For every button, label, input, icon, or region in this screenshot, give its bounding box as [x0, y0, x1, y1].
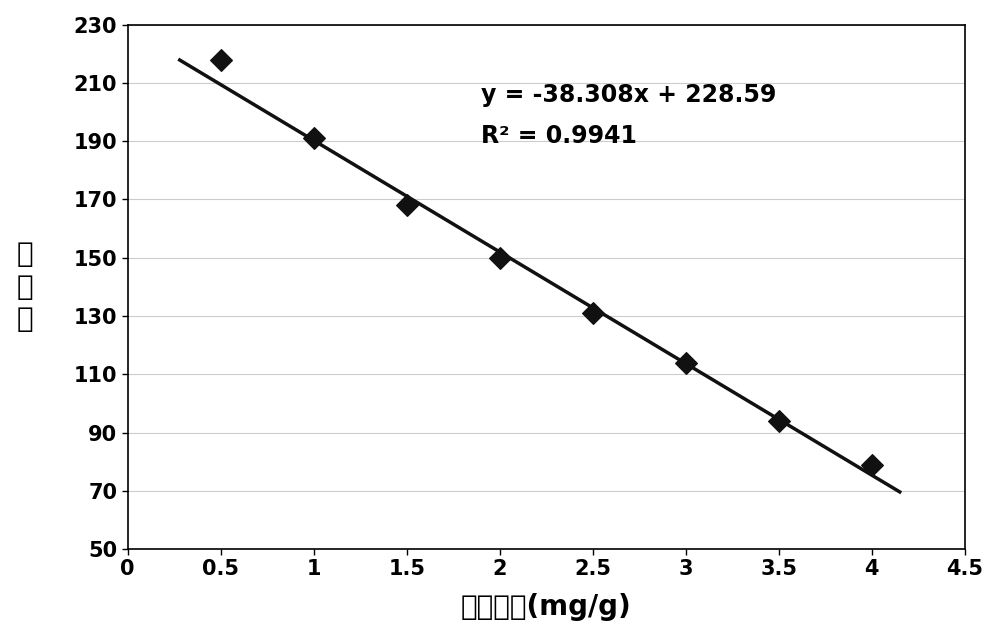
Point: [771, 416, 787, 426]
Y-axis label: 颜
色
值: 颜 色 值: [17, 241, 33, 333]
Point: [399, 200, 415, 211]
Point: [306, 133, 322, 144]
Point: [864, 459, 880, 470]
Point: [213, 54, 229, 64]
Text: R² = 0.9941: R² = 0.9941: [481, 124, 637, 148]
Point: [678, 357, 694, 367]
X-axis label: 积碳含量(mg/g): 积碳含量(mg/g): [461, 593, 632, 621]
Point: [492, 253, 508, 263]
Point: [585, 308, 601, 318]
Text: y = -38.308x + 228.59: y = -38.308x + 228.59: [481, 83, 776, 107]
